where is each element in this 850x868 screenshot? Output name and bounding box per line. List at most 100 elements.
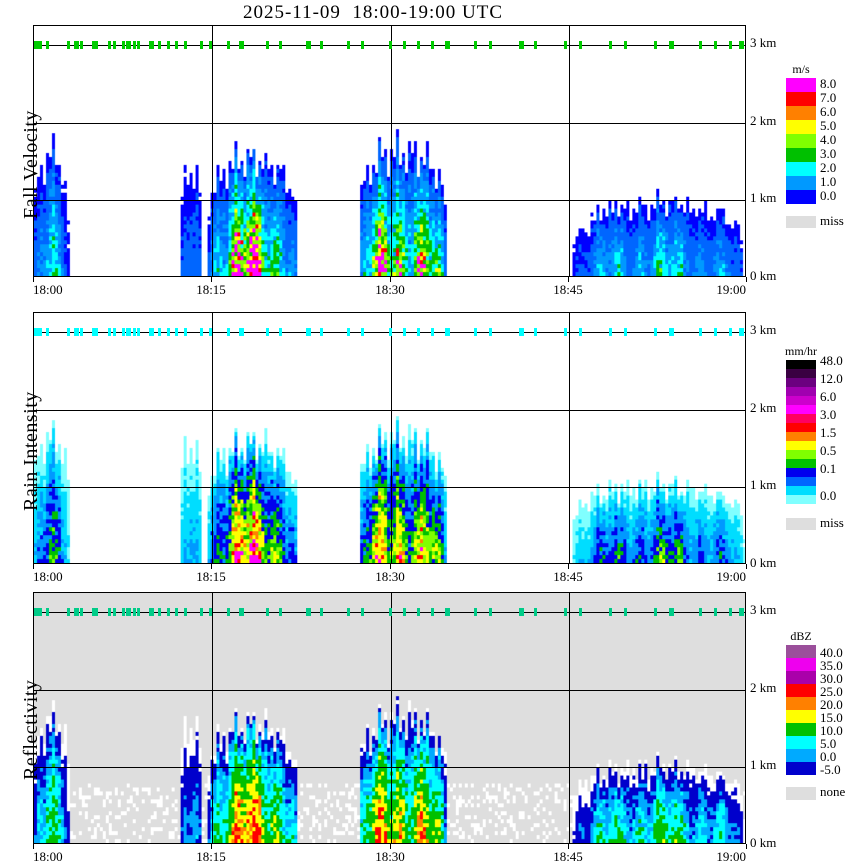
colorbar-band [786,190,816,204]
panel-label-rain-intensity: Rain Intensity [20,391,42,511]
colorbar-tick-reflectivity-7: 5.0 [820,736,837,751]
colorbar-band [786,671,816,684]
colorbar-band [786,697,816,710]
marker-tick [184,608,187,616]
marker-tick [306,41,311,49]
marker-tick [279,41,282,49]
panel-reflectivity [33,592,746,844]
marker-tick [739,328,744,336]
marker-tick [266,328,269,336]
colorbar-band [786,736,816,749]
marker-tick [158,608,161,616]
xtick-mark [211,844,212,849]
colorbar-band [786,106,816,120]
xtick-label-rain-intensity-1: 18:15 [196,569,226,584]
colorbar-rain-intensity [786,360,816,504]
colorbar-tick-fall-velocity-4: 4.0 [820,132,837,147]
marker-tick [579,328,582,336]
marker-tick [361,41,364,49]
marker-tick [239,608,244,616]
colorbar-tick-fall-velocity-6: 2.0 [820,160,837,175]
marker-tick [474,608,477,616]
marker-tick [320,41,323,49]
marker-tick [92,608,95,616]
marker-tick [34,328,39,336]
marker-tick [113,41,116,49]
gridline-2km [34,410,745,411]
marker-tick [158,328,161,336]
marker-tick [739,608,744,616]
marker-tick [113,608,116,616]
xtick-mark [33,564,34,569]
marker-tick [92,328,95,336]
colorbar-tick-reflectivity-6: 10.0 [820,723,843,738]
availability-markers-fall-velocity [34,41,745,50]
colorbar-band [786,405,816,414]
colorbar-unit-rain-intensity: mm/hr [785,344,817,358]
xtick-mark [568,277,569,282]
marker-tick [39,608,42,616]
marker-tick [184,328,187,336]
marker-tick [579,41,582,49]
marker-tick [389,41,392,49]
marker-tick [320,608,323,616]
xtick-label-rain-intensity-3: 18:45 [553,569,583,584]
xtick-mark [390,844,391,849]
availability-markers-reflectivity [34,608,745,617]
ytick-fall-velocity-0: 0 km [750,268,777,283]
xtick-label-fall-velocity-0: 18:00 [33,282,63,297]
marker-tick [729,608,732,616]
colorbar-tick-reflectivity-4: 20.0 [820,697,843,712]
colorbar-band [786,459,816,468]
ytick-reflectivity-1: 1 km [750,757,777,773]
marker-tick [158,41,161,49]
ytick-rain-intensity-0: 0 km [750,555,777,570]
colorbar-tick-fall-velocity-1: 7.0 [820,90,837,105]
marker-tick [239,328,244,336]
colorbar-band [786,387,816,396]
colorbar-tick-fall-velocity-2: 6.0 [820,104,837,119]
colorbar-tick-fall-velocity-8: 0.0 [820,188,837,203]
gridline-45min [569,26,570,276]
colorbar-missing-swatch-rain-intensity [786,518,816,530]
colorbar-tick-rain-intensity-3: 3.0 [820,407,837,422]
marker-tick [347,328,350,336]
marker-tick [654,328,657,336]
marker-tick [714,41,717,49]
colorbar-unit-fall-velocity: m/s [792,62,810,76]
xtick-label-reflectivity-0: 18:00 [33,849,63,864]
marker-tick [474,328,477,336]
marker-tick [403,608,406,616]
marker-tick [200,328,203,336]
colorbar-tick-reflectivity-3: 25.0 [820,684,843,699]
xtick-label-rain-intensity-4: 19:00 [716,569,746,584]
ytick-rain-intensity-2: 2 km [750,399,777,415]
marker-tick [729,328,732,336]
marker-tick [74,41,79,49]
marker-tick [175,608,178,616]
marker-tick [417,41,420,49]
marker-tick [67,608,70,616]
xtick-label-fall-velocity-1: 18:15 [196,282,226,297]
marker-tick [122,608,125,616]
marker-tick [133,608,136,616]
colorbar-tick-fall-velocity-5: 3.0 [820,146,837,161]
marker-tick [699,41,702,49]
colorbar-tick-reflectivity-1: 35.0 [820,658,843,673]
colorbar-band [786,495,816,504]
marker-tick [266,41,269,49]
marker-tick [306,608,311,616]
marker-tick [489,41,492,49]
marker-tick [361,608,364,616]
marker-tick [39,41,42,49]
panel-label-reflectivity: Reflectivity [20,679,42,781]
marker-tick [306,328,311,336]
marker-tick [80,608,83,616]
colorbar-band [786,762,816,775]
colorbar-band [786,162,816,176]
marker-tick [200,41,203,49]
marker-tick [184,41,187,49]
xtick-label-reflectivity-1: 18:15 [196,849,226,864]
panel-data-rain-intensity [34,313,745,563]
panel-data-reflectivity [34,593,745,843]
